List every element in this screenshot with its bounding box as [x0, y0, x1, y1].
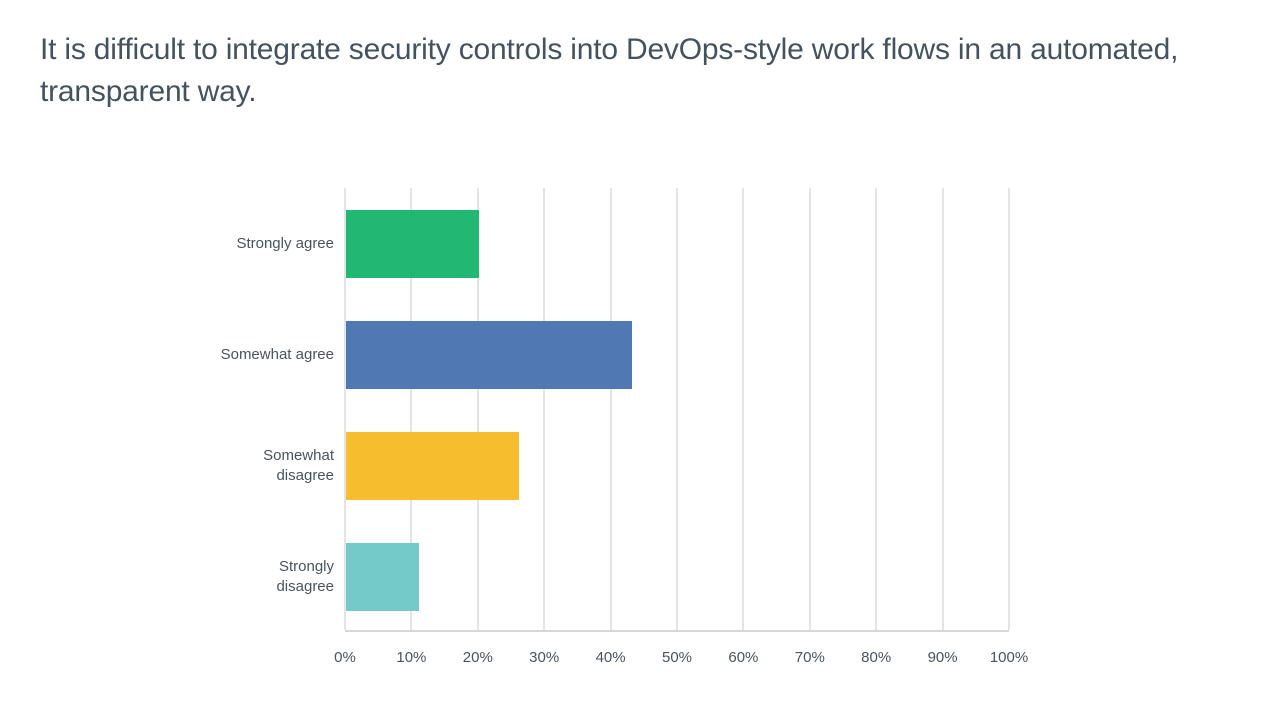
x-tick-label-80%: 80% — [861, 649, 892, 666]
gridline-50% — [676, 188, 678, 630]
percent-axis: 0% 10% 20% 30% 40% 50% 60% 70% 80% 90% 100% — [334, 648, 1028, 668]
x-tick-label-30%: 30% — [529, 649, 560, 666]
x-tick-label-20%: 20% — [462, 649, 493, 666]
bar-somewhat-disagree — [346, 431, 519, 500]
gridline-60% — [742, 188, 745, 630]
category-label-row: Somewhat disagree — [0, 410, 334, 521]
bar-strongly-disagree — [346, 542, 420, 611]
x-tick-label-60%: 60% — [728, 649, 759, 666]
category-label-row: Somewhat agree — [0, 299, 334, 410]
x-tick-label-40%: 40% — [595, 649, 626, 666]
category-label-somewhat-agree: Somewhat agree — [220, 345, 334, 363]
x-tick-label-0%: 0% — [334, 649, 356, 666]
gridline-40% — [609, 188, 612, 630]
category-axis: Strongly agree Somewhat agree Somewhat dis… — [0, 188, 334, 632]
gridline-80% — [875, 188, 878, 630]
gridline-70% — [808, 188, 811, 630]
category-label-strongly-disagree: Strongly disagree — [276, 557, 334, 595]
bar-strongly-agree — [346, 209, 479, 278]
x-tick-label-50%: 50% — [661, 649, 693, 666]
bar-somewhat-agree — [346, 320, 632, 389]
category-label-row: Strongly disagree — [0, 521, 334, 632]
gridline-20% — [476, 188, 479, 630]
x-tick-label-10%: 10% — [396, 649, 427, 666]
plot-area — [344, 188, 1010, 632]
category-label-strongly-agree: Strongly agree — [236, 234, 334, 252]
x-tick-label-90%: 90% — [927, 649, 958, 666]
gridline-0% — [344, 188, 346, 630]
gridline-30% — [543, 188, 546, 630]
gridline-100% — [1008, 188, 1010, 630]
category-label-somewhat-disagree: Somewhat disagree — [263, 446, 334, 484]
gridline-90% — [941, 188, 944, 630]
category-label-row: Strongly agree — [0, 188, 334, 299]
x-tick-label-70%: 70% — [794, 649, 825, 666]
chart-title: It is difficult to integrate security co… — [40, 33, 1179, 108]
gridline-10% — [410, 188, 413, 630]
x-tick-label-100%: 100% — [989, 649, 1029, 666]
